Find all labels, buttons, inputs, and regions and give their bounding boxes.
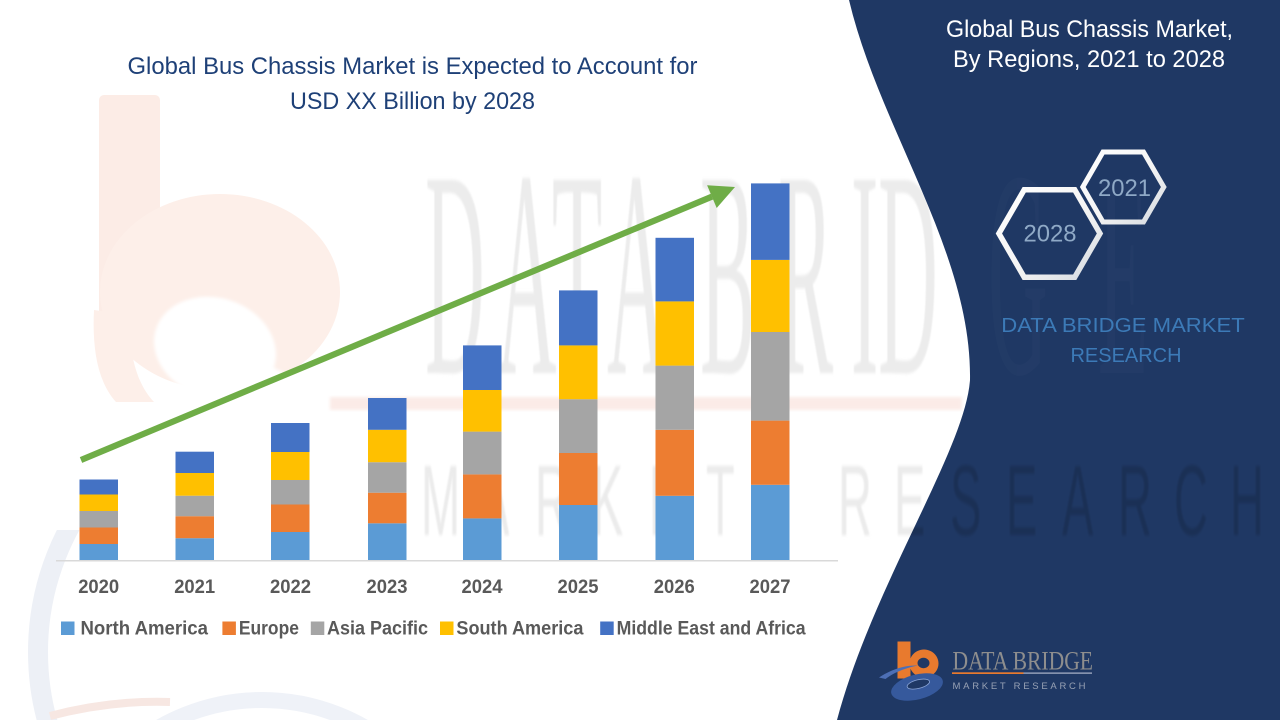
svg-text:North America: North America — [81, 619, 209, 640]
svg-text:2028: 2028 — [1024, 221, 1077, 248]
svg-text:2021: 2021 — [174, 577, 215, 598]
svg-text:2026: 2026 — [654, 577, 695, 598]
svg-text:Middle East and Africa: Middle East and Africa — [617, 619, 806, 640]
svg-text:2023: 2023 — [367, 577, 408, 598]
svg-text:2025: 2025 — [558, 577, 599, 598]
svg-text:2020: 2020 — [78, 577, 119, 598]
svg-text:South America: South America — [456, 619, 583, 640]
svg-text:2027: 2027 — [750, 577, 791, 598]
svg-text:RESEARCH: RESEARCH — [1071, 344, 1182, 367]
svg-text:2024: 2024 — [462, 577, 503, 598]
svg-text:USD XX Billion by 2028: USD XX Billion by 2028 — [290, 88, 535, 115]
svg-text:Europe: Europe — [239, 619, 299, 640]
svg-text:MARKET RESEARCH: MARKET RESEARCH — [953, 681, 1090, 692]
svg-text:DATA BRIDGE: DATA BRIDGE — [953, 647, 1094, 676]
svg-text:Asia Pacific: Asia Pacific — [327, 619, 428, 640]
svg-text:Global Bus Chassis Market,: Global Bus Chassis Market, — [946, 16, 1233, 43]
svg-text:2021: 2021 — [1098, 175, 1151, 202]
svg-text:Global Bus Chassis Market is E: Global Bus Chassis Market is Expected to… — [128, 53, 698, 80]
svg-text:DATA BRIDGE MARKET: DATA BRIDGE MARKET — [1001, 314, 1245, 337]
svg-text:By Regions, 2021 to 2028: By Regions, 2021 to 2028 — [953, 46, 1225, 73]
svg-text:2022: 2022 — [270, 577, 311, 598]
